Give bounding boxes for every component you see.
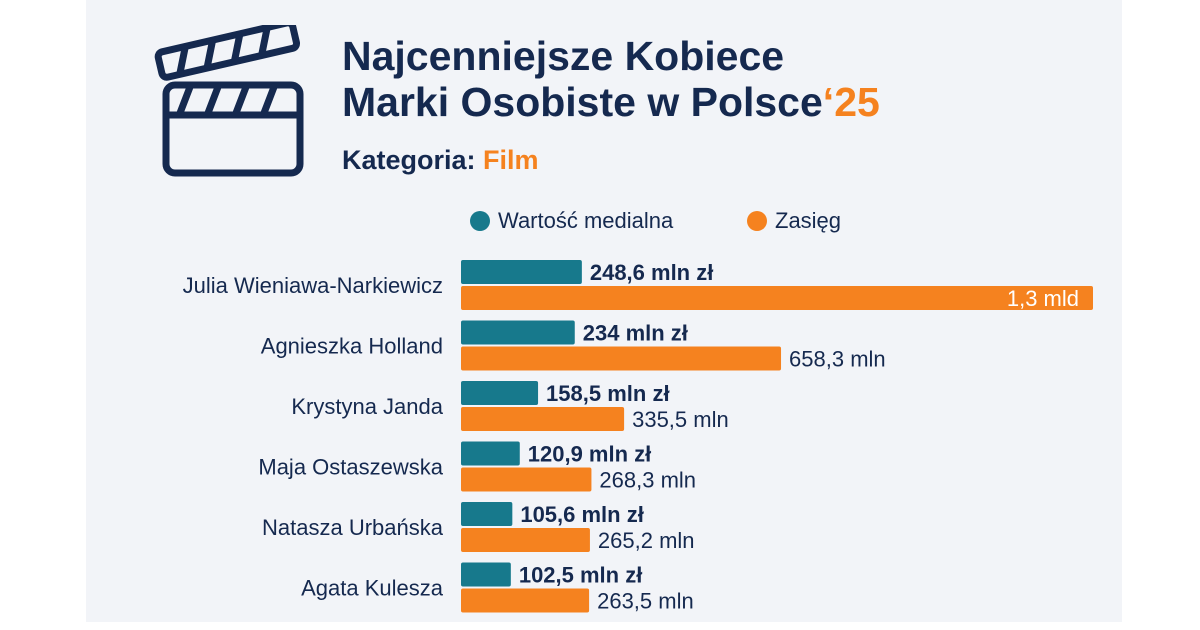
data-label-reach: 335,5 mln (632, 407, 729, 432)
category-label: Julia Wieniawa-Narkiewicz (183, 273, 443, 298)
legend-swatch-teal (470, 211, 490, 231)
bar-reach (461, 346, 782, 371)
bar-media-value (461, 320, 575, 345)
category-label: Agata Kulesza (301, 576, 444, 601)
legend-item-reach: Zasięg (747, 208, 841, 234)
bar-reach (461, 286, 1093, 310)
legend-label: Wartość medialna (498, 208, 674, 233)
bar-reach (461, 467, 592, 492)
category-label: Kategoria: (342, 145, 476, 175)
category-label: Krystyna Janda (291, 394, 443, 419)
bar-media-value (461, 381, 539, 405)
bar-media-value (461, 502, 513, 526)
title-year: ‘25 (822, 79, 880, 125)
legend-swatch-orange (747, 211, 767, 231)
data-label-media-value: 105,6 mln zł (520, 502, 644, 527)
data-label-media-value: 248,6 mln zł (590, 260, 714, 285)
clapperboard-icon (154, 25, 304, 177)
data-label-reach: 268,3 mln (599, 468, 696, 493)
data-label-reach: 1,3 mld (1007, 286, 1079, 311)
data-label-media-value: 158,5 mln zł (546, 381, 670, 406)
data-label-media-value: 120,9 mln zł (528, 442, 652, 467)
bar-media-value (461, 260, 582, 284)
data-label-reach: 263,5 mln (597, 589, 694, 614)
data-label-media-value: 102,5 mln zł (519, 563, 643, 588)
legend-item-media-value: Wartość medialna (470, 208, 673, 234)
page-title: Najcenniejsze Kobiece Marki Osobiste w P… (342, 33, 880, 125)
data-label-media-value: 234 mln zł (583, 321, 688, 346)
data-label-reach: 658,3 mln (789, 347, 886, 372)
data-label-reach: 265,2 mln (598, 528, 695, 553)
category-label: Natasza Urbańska (262, 515, 444, 540)
category-label: Maja Ostaszewska (258, 455, 443, 480)
title-line-1: Najcenniejsze Kobiece (342, 33, 785, 79)
bar-reach (461, 528, 590, 552)
bar-media-value (461, 562, 511, 587)
bar-media-value (461, 441, 520, 466)
title-line-2: Marki Osobiste w Polsce (342, 79, 823, 125)
category-heading: Kategoria: Film (342, 145, 539, 176)
bar-reach (461, 407, 625, 431)
category-value: Film (483, 145, 539, 175)
legend-label: Zasięg (775, 208, 842, 233)
bar-reach (461, 588, 590, 613)
category-label: Agnieszka Holland (261, 334, 443, 359)
background-panel (86, 0, 1122, 622)
